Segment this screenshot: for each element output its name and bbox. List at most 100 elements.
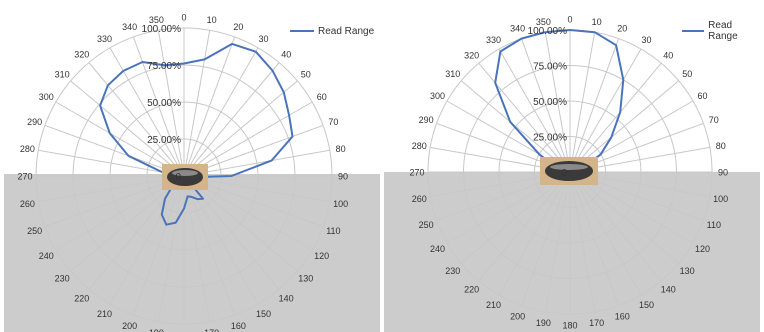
grid-spoke — [183, 36, 236, 177]
grid-spoke — [109, 47, 185, 177]
angle-label: 140 — [661, 285, 676, 295]
angle-label: 0 — [567, 15, 572, 25]
grid-spoke — [569, 80, 680, 173]
radial-label: 25.00% — [147, 135, 181, 146]
angle-label: 210 — [97, 309, 112, 319]
angle-label: 90 — [338, 172, 348, 182]
angle-label: 180 — [562, 321, 577, 331]
angle-label: 70 — [709, 115, 719, 125]
angle-label: 50 — [301, 69, 311, 79]
angle-label: 220 — [74, 293, 89, 303]
grid-spoke — [55, 101, 185, 177]
grid-spoke — [569, 171, 680, 264]
polar-chart-right: 0 10 20 30 40 50 60 70 80 90 100 110 120 130 140 150 160… — [384, 0, 760, 332]
grid-spoke — [183, 149, 330, 177]
grid-spoke — [183, 80, 298, 177]
grid-spoke — [132, 175, 185, 316]
grid-spoke — [44, 175, 185, 228]
angle-label: 80 — [716, 141, 726, 151]
angle-label: 10 — [207, 15, 217, 25]
angle-label: 170 — [204, 328, 219, 332]
angle-label: 240 — [39, 251, 54, 261]
angle-label: 100 — [333, 199, 348, 209]
legend-label: Read Range — [318, 25, 375, 37]
grid-spoke — [70, 80, 185, 177]
angle-label: 90 — [718, 168, 728, 178]
angle-label: 340 — [510, 24, 525, 34]
polar-grid — [35, 27, 333, 325]
grid-spoke — [183, 101, 313, 177]
angle-label: 320 — [74, 50, 89, 60]
radial-label: 0 — [561, 168, 567, 179]
grid-spoke — [498, 171, 571, 296]
angle-label: 320 — [464, 50, 479, 60]
grid-spoke — [70, 175, 185, 272]
angle-label: 230 — [445, 266, 460, 276]
grid-spoke — [569, 48, 642, 173]
angle-label: 310 — [55, 69, 70, 79]
angle-label: 260 — [412, 194, 427, 204]
grid-spoke — [460, 171, 571, 264]
grid-spoke — [183, 175, 298, 272]
angle-label: 290 — [27, 117, 42, 127]
angle-label: 40 — [663, 50, 673, 60]
angle-label: 190 — [536, 318, 551, 328]
angle-label: 300 — [430, 91, 445, 101]
radial-label: 25.00% — [533, 133, 567, 144]
grid-spoke — [88, 62, 185, 177]
angle-label: 200 — [510, 311, 525, 321]
grid-spoke — [183, 62, 280, 177]
angle-label: 270 — [17, 172, 32, 182]
angle-label: 150 — [256, 309, 271, 319]
angle-label: 110 — [326, 226, 340, 236]
grid-spoke — [520, 171, 571, 306]
polar-chart-left: 0 10 20 30 40 50 60 70 80 90 100 110 120 130 140 150 160… — [4, 0, 380, 332]
angle-label: 240 — [430, 244, 445, 254]
angle-label: 20 — [617, 24, 627, 34]
angle-label: 250 — [419, 220, 434, 230]
grid-spoke — [478, 171, 571, 282]
angle-label: 160 — [231, 321, 246, 331]
grid-spoke — [569, 171, 662, 282]
radial-label: 75.00% — [533, 62, 567, 73]
radial-label: 50.00% — [147, 98, 181, 109]
angle-label: 280 — [20, 144, 35, 154]
radial-label: 100.00% — [142, 24, 182, 35]
angle-label: 40 — [281, 50, 291, 60]
grid-spoke — [544, 32, 571, 173]
grid-spoke — [183, 47, 259, 177]
angle-label: 170 — [589, 318, 604, 328]
angle-label: 100 — [713, 194, 728, 204]
angle-label: 260 — [20, 199, 35, 209]
angle-label: 180 — [176, 331, 191, 332]
reader-device-image — [540, 157, 598, 185]
angle-label: 50 — [682, 69, 692, 79]
angle-label: 0 — [181, 13, 186, 23]
angle-label: 60 — [697, 91, 707, 101]
grid-spoke — [183, 175, 236, 316]
lower-overlay — [4, 174, 380, 332]
grid-spoke — [157, 175, 185, 322]
angle-label: 330 — [486, 35, 501, 45]
grid-spoke — [38, 175, 185, 203]
angle-label: 270 — [409, 168, 424, 178]
angle-label: 190 — [149, 328, 164, 332]
angle-label: 70 — [328, 117, 338, 127]
polar-chart-left-svg: 0 10 20 30 40 50 60 70 80 90 100 110 120 130 140 150 160… — [4, 13, 380, 332]
series-line-read-range — [99, 42, 294, 226]
grid-spoke — [157, 30, 185, 177]
grid-spoke — [569, 171, 620, 306]
legend-swatch — [682, 30, 705, 32]
grid-spoke — [569, 171, 596, 312]
angle-label: 200 — [122, 321, 137, 331]
angle-label: 210 — [486, 300, 501, 310]
angle-label: 280 — [412, 141, 427, 151]
angle-label: 30 — [258, 34, 268, 44]
grid-spoke — [569, 32, 596, 173]
grid-spoke — [183, 30, 211, 177]
angle-label: 80 — [336, 144, 346, 154]
angle-label: 290 — [419, 115, 434, 125]
grid-spoke — [498, 48, 571, 173]
angle-label: 30 — [641, 35, 651, 45]
lower-overlay — [384, 172, 760, 332]
